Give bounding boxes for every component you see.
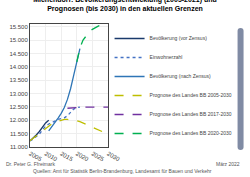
svg-text:2015: 2015 [59,150,74,162]
svg-text:15.500: 15.500 [9,24,28,30]
svg-text:Dr. Peter G. Ffreimark: Dr. Peter G. Ffreimark [6,161,55,167]
svg-text:Bevölkerung (vor Zensus): Bevölkerung (vor Zensus) [150,35,208,41]
svg-text:Einwohnerzahl: Einwohnerzahl [150,54,183,60]
svg-text:Bevölkerung (nach Zensus): Bevölkerung (nach Zensus) [150,73,211,79]
svg-text:Prognose des Landes BB 2017-20: Prognose des Landes BB 2017-2030 [150,111,232,117]
svg-text:2020: 2020 [75,150,90,162]
svg-text:13.500: 13.500 [9,77,28,83]
svg-text:12.000: 12.000 [9,117,28,123]
svg-text:2025: 2025 [90,150,105,162]
svg-text:Prognose des Landes BB 2020-20: Prognose des Landes BB 2020-2030 [150,130,232,136]
svg-text:11.500: 11.500 [10,131,29,137]
svg-text:11.000: 11.000 [10,144,29,150]
svg-text:2005: 2005 [28,150,43,162]
svg-text:Michendorf: Bevölkerungsentwic: Michendorf: Bevölkerungsentwicklung (200… [33,0,217,13]
svg-text:15.000: 15.000 [9,37,28,43]
svg-text:14.500: 14.500 [9,51,28,57]
svg-text:2030: 2030 [106,150,121,162]
svg-text:13.000: 13.000 [9,91,28,97]
svg-text:12.500: 12.500 [9,104,28,110]
svg-text:März 2022: März 2022 [216,161,240,167]
svg-text:Quellen: Amt für Statistik Ber: Quellen: Amt für Statistik Berlin-Brande… [33,168,212,174]
svg-text:Prognose des Landes BB 2005-20: Prognose des Landes BB 2005-2030 [150,92,232,98]
svg-text:14.000: 14.000 [9,64,28,70]
svg-text:2010: 2010 [44,150,59,162]
